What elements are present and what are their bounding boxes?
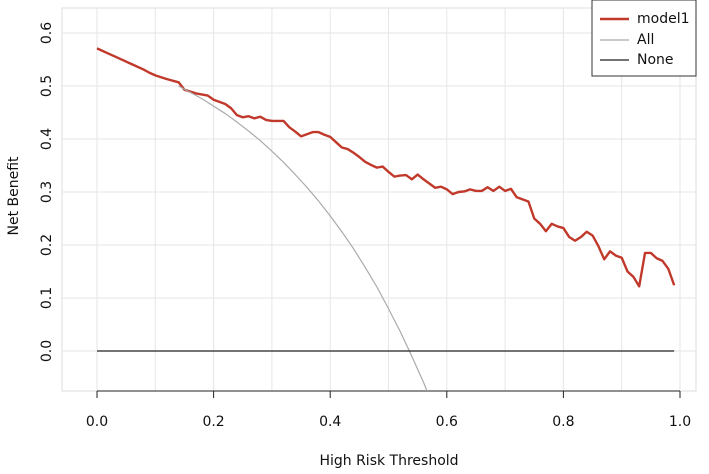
legend: model1 All None [591, 0, 697, 77]
y-tick-label: 0.5 [39, 75, 55, 97]
y-tick-label: 0.4 [39, 128, 55, 150]
y-tick-label: 0.1 [39, 287, 55, 309]
x-tick-label: 0.0 [86, 414, 108, 430]
x-axis-title: High Risk Threshold [319, 453, 458, 469]
series-layer [96, 47, 676, 391]
x-tick-label: 0.4 [319, 414, 341, 430]
legend-label-none: None [637, 52, 674, 68]
x-tick-label: 1.0 [669, 414, 691, 430]
legend-label-all: All [637, 32, 654, 48]
axes-layer: High Risk Threshold Net Benefit 0.0 0.2 0.… [6, 22, 691, 469]
series-line-model1 [96, 47, 676, 288]
y-tick-label: 0.2 [39, 234, 55, 256]
x-tick-label: 0.8 [552, 414, 574, 430]
x-tick-label: 0.2 [202, 414, 224, 430]
x-tick-label: 0.6 [436, 414, 458, 430]
y-tick-label: 0.3 [39, 181, 55, 203]
y-tick-label: 0.0 [39, 340, 55, 362]
series-line-all [178, 85, 428, 391]
legend-box [591, 0, 697, 77]
y-axis-title: Net Benefit [6, 156, 22, 236]
legend-label-model1: model1 [637, 11, 690, 27]
y-tick-label: 0.6 [39, 22, 55, 44]
